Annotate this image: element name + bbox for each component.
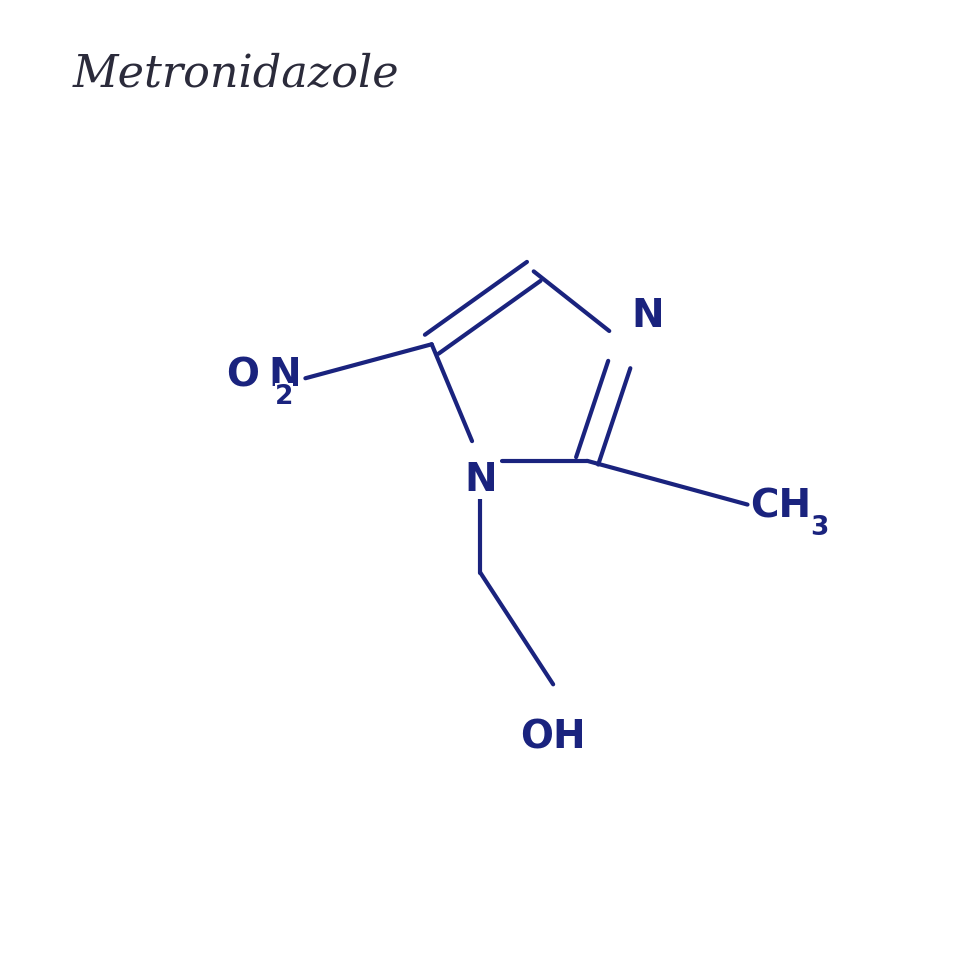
Text: 3: 3: [810, 514, 829, 541]
Text: OH: OH: [520, 718, 586, 757]
Text: 2: 2: [274, 384, 293, 410]
Text: CH: CH: [751, 487, 811, 525]
Text: N: N: [268, 357, 301, 394]
Text: O: O: [225, 357, 259, 394]
Text: N: N: [464, 461, 497, 499]
Text: Metronidazole: Metronidazole: [73, 53, 399, 96]
Text: N: N: [631, 297, 663, 334]
